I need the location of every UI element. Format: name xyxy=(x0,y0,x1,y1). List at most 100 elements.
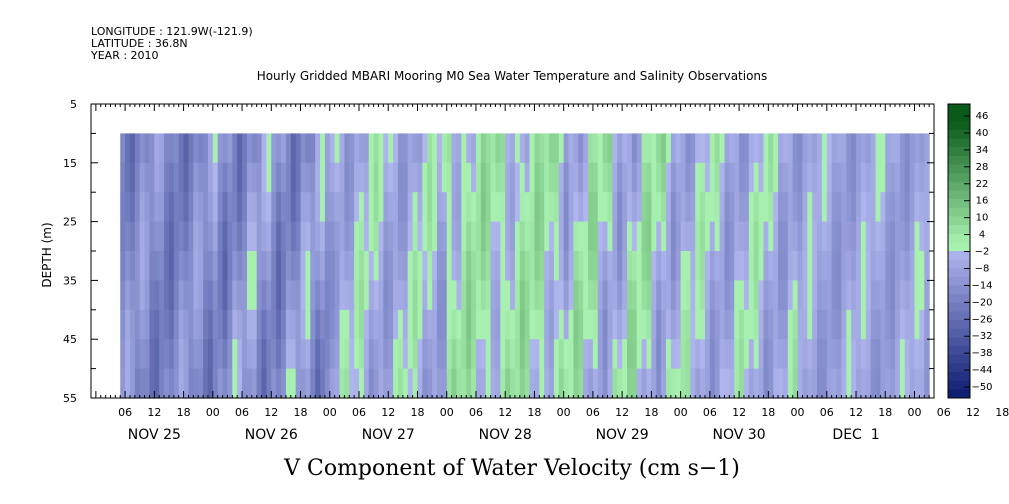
year-label: YEAR : 2010 xyxy=(90,49,159,62)
heatmap-cell xyxy=(836,251,843,281)
heatmap-cell xyxy=(446,251,453,281)
heatmap-cell xyxy=(475,221,482,252)
heatmap-cell xyxy=(583,368,589,399)
heatmap-cell xyxy=(846,368,852,399)
heatmap-cell xyxy=(870,251,877,281)
heatmap-cell xyxy=(217,309,224,340)
heatmap-cell xyxy=(359,309,365,340)
heatmap-cell xyxy=(344,192,350,223)
heatmap-cell xyxy=(563,309,570,340)
heatmap-cell xyxy=(466,368,472,399)
heatmap-cell xyxy=(173,192,180,223)
heatmap-cell xyxy=(300,162,306,193)
heatmap-cell xyxy=(787,251,794,281)
heatmap-cell xyxy=(651,368,657,399)
heatmap-cell xyxy=(397,309,404,340)
heatmap-cell xyxy=(168,192,175,223)
heatmap-cell xyxy=(256,280,263,311)
heatmap-cell xyxy=(753,133,760,164)
heatmap-cell xyxy=(281,368,287,399)
heatmap-cell xyxy=(188,251,194,281)
heatmap-cell xyxy=(359,192,365,223)
heatmap-cell xyxy=(607,368,613,399)
heatmap-cell xyxy=(821,309,828,340)
heatmap-cell xyxy=(217,339,224,370)
heatmap-cell xyxy=(563,221,570,252)
heatmap-cell xyxy=(763,133,769,164)
heatmap-cell xyxy=(563,339,570,370)
heatmap-cell xyxy=(139,309,146,340)
heatmap-cell xyxy=(490,309,497,340)
heatmap-cell xyxy=(607,162,613,193)
heatmap-cell xyxy=(368,280,375,311)
heatmap-cell xyxy=(222,162,229,193)
heatmap-cell xyxy=(821,162,828,193)
colorbar-segment xyxy=(948,363,970,373)
heatmap-cell xyxy=(456,309,462,340)
heatmap-cell xyxy=(383,192,389,223)
heatmap-cell xyxy=(719,251,726,281)
y-tick-label: 5 xyxy=(70,98,77,111)
heatmap-cell xyxy=(359,251,365,281)
heatmap-cell xyxy=(753,368,760,399)
heatmap-cell xyxy=(592,162,599,193)
heatmap-cell xyxy=(198,280,204,311)
heatmap-cell xyxy=(661,192,667,223)
heatmap-cell xyxy=(787,221,794,252)
heatmap-cell xyxy=(787,280,794,311)
heatmap-cell xyxy=(276,133,282,164)
heatmap-cell xyxy=(661,133,667,164)
heatmap-cell xyxy=(899,133,906,164)
heatmap-cell xyxy=(675,133,682,164)
heatmap-cell xyxy=(758,339,765,370)
plot-area xyxy=(91,104,934,399)
heatmap-cell xyxy=(529,339,536,370)
heatmap-cell xyxy=(383,221,389,252)
heatmap-cell xyxy=(807,221,813,252)
heatmap-cell xyxy=(456,221,462,252)
heatmap-cell xyxy=(295,192,302,223)
heatmap-cell xyxy=(198,339,204,370)
heatmap-cell xyxy=(354,368,360,399)
heatmap-cell xyxy=(388,339,394,370)
colorbar-label: −38 xyxy=(971,348,992,359)
heatmap-cell xyxy=(129,251,136,281)
heatmap-cell xyxy=(607,251,613,281)
heatmap-cell xyxy=(860,133,867,164)
heatmap-cell xyxy=(251,162,258,193)
heatmap-cell xyxy=(656,192,662,223)
heatmap-cell xyxy=(700,192,706,223)
heatmap-cell xyxy=(402,133,409,164)
heatmap-cell xyxy=(602,309,609,340)
heatmap-cell xyxy=(276,309,282,340)
heatmap-cell xyxy=(807,133,813,164)
heatmap-cell xyxy=(627,162,633,193)
heatmap-cell xyxy=(422,133,428,164)
x-hour-label: 12 xyxy=(381,406,395,419)
heatmap-cell xyxy=(641,192,648,223)
heatmap-cell xyxy=(622,133,628,164)
heatmap-cell xyxy=(193,133,199,164)
heatmap-cell xyxy=(792,221,799,252)
heatmap-cell xyxy=(349,221,355,252)
heatmap-cell xyxy=(251,280,258,311)
heatmap-cell xyxy=(646,133,652,164)
x-hour-label: 12 xyxy=(732,406,746,419)
heatmap-cell xyxy=(646,280,652,311)
heatmap-cell xyxy=(763,192,769,223)
heatmap-cell xyxy=(451,280,458,311)
heatmap-cell xyxy=(685,309,691,340)
heatmap-cell xyxy=(568,339,575,370)
heatmap-cell xyxy=(519,309,526,340)
heatmap-cell xyxy=(125,339,131,370)
heatmap-cell xyxy=(373,162,380,193)
x-hour-label: 18 xyxy=(761,406,775,419)
heatmap-cell xyxy=(924,162,930,193)
heatmap-cell xyxy=(588,251,594,281)
heatmap-cell xyxy=(612,162,618,193)
heatmap-cell xyxy=(256,368,263,399)
heatmap-cell xyxy=(753,309,760,340)
colorbar-segment xyxy=(948,121,970,131)
heatmap-cell xyxy=(695,368,701,399)
heatmap-cell xyxy=(685,133,691,164)
